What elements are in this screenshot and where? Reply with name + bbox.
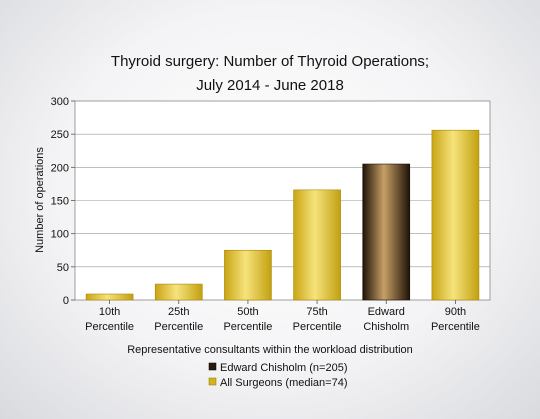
bars <box>85 129 480 301</box>
x-tick-label: 75th <box>306 306 327 318</box>
y-tick-label: 0 <box>63 295 69 307</box>
chart-subtitle: July 2014 - June 2018 <box>196 77 344 94</box>
x-tick-label: 50th <box>237 306 258 318</box>
y-tick-label: 250 <box>51 129 69 141</box>
x-tick-label: 10th <box>99 306 120 318</box>
y-tick-label: 200 <box>51 162 69 174</box>
legend-label: All Surgeons (median=74) <box>220 377 348 389</box>
chart-title: Thyroid surgery: Number of Thyroid Opera… <box>111 53 429 70</box>
x-tick-label: Percentile <box>431 321 480 333</box>
x-axis-ticks: 10th Percentile 25th Percentile 50th Percenti… <box>85 300 480 333</box>
bar-percentile <box>431 129 480 301</box>
x-axis-label: Representative consultants within the wo… <box>127 344 413 356</box>
legend-swatch-consultant <box>208 362 217 371</box>
y-tick-label: 100 <box>51 229 69 241</box>
x-tick-label: Percentile <box>223 321 272 333</box>
x-tick-label: 90th <box>445 306 466 318</box>
y-axis-ticks: 0 50 100 150 200 250 300 <box>51 96 75 307</box>
y-tick-label: 150 <box>51 196 69 208</box>
bar-percentile <box>293 189 341 301</box>
y-axis-label: Number of operations <box>34 147 46 253</box>
x-tick-label: Percentile <box>293 321 342 333</box>
x-tick-label: Percentile <box>85 321 134 333</box>
x-tick-label: Edward <box>368 306 405 318</box>
y-tick-label: 300 <box>51 96 69 108</box>
x-tick-label: Chisholm <box>363 321 409 333</box>
legend: Edward Chisholm (n=205) All Surgeons (med… <box>208 362 348 389</box>
gridlines <box>75 133 490 268</box>
x-tick-label: Percentile <box>154 321 203 333</box>
y-tick-label: 50 <box>57 262 69 274</box>
x-tick-label: 25th <box>168 306 189 318</box>
bar-percentile <box>85 293 134 301</box>
legend-swatch-surgeons <box>208 377 217 386</box>
bar-percentile <box>154 283 203 301</box>
bar-percentile <box>224 249 272 301</box>
legend-label: Edward Chisholm (n=205) <box>220 362 347 374</box>
bar-consultant <box>362 163 411 301</box>
